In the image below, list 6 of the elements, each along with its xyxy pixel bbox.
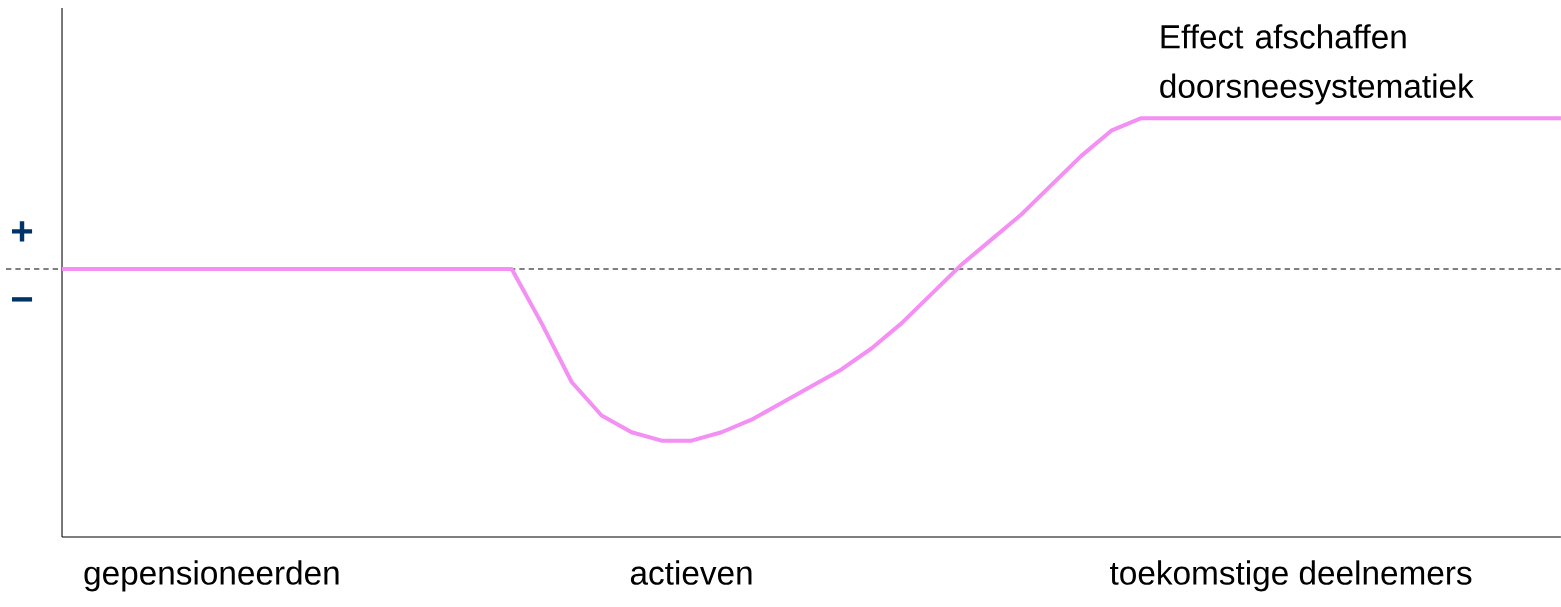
x-tick-label: actieven: [630, 560, 752, 585]
text: +: [12, 221, 33, 242]
text: −: [11, 297, 33, 302]
x-tick-label: toekomstige deelnemers: [1110, 560, 1472, 592]
series-label: Effect afschaffen doorsneesystematiek: [1160, 24, 1474, 105]
x-tick-label: gepensioneerden: [84, 560, 339, 592]
